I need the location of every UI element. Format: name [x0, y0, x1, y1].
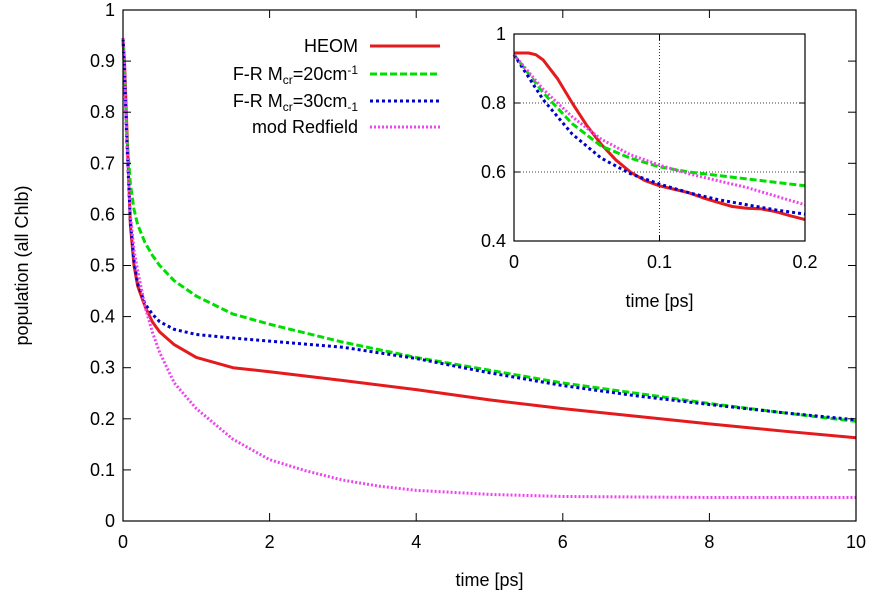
legend-label-2-sub1: cr: [283, 100, 293, 114]
main-ytick-label-2: 0.2: [90, 409, 115, 429]
main-ytick-label-1: 0.1: [90, 460, 115, 480]
main-ytick-label-7: 0.7: [90, 153, 115, 173]
inset-ytick-label-0: 0.4: [481, 231, 506, 251]
main-ytick-label-9: 0.9: [90, 51, 115, 71]
inset-frame: [513, 33, 806, 242]
inset-xtick-label-0: 0: [509, 252, 519, 272]
inset-xtick-label-1: 0.1: [647, 252, 672, 272]
main-ytick-label-3: 0.3: [90, 358, 115, 378]
legend-label-1-mid: =20cm: [293, 64, 348, 84]
main-ytick-label-10: 1: [105, 0, 115, 20]
inset-background: [514, 34, 805, 241]
main-xtick-label-2: 4: [411, 532, 421, 552]
main-ytick-label-4: 0.4: [90, 307, 115, 327]
main-ytick-label-0: 0: [105, 511, 115, 531]
inset-series-2: [512, 53, 806, 216]
main-ytick-label-6: 0.6: [90, 204, 115, 224]
legend-label-0: HEOM: [304, 36, 358, 56]
legend-label-2-mid: =30cm: [293, 91, 348, 111]
legend-label-3-pre: mod Redfield: [252, 117, 358, 137]
legend-label-2-pre: F-R M: [233, 91, 283, 111]
legend-label-2: F-R Mcr=30cm-1: [233, 91, 359, 114]
inset-ytick-label-3: 1: [496, 24, 506, 44]
main-xtick-label-1: 2: [265, 532, 275, 552]
legend-label-1: F-R Mcr=20cm-1: [233, 63, 359, 87]
main-y-axis-label: population (all Chlb): [12, 185, 32, 345]
main-plot: 0 2 4 6 8 1000.10.20.30.40.50.60.70.80.91time…: [12, 0, 866, 590]
main-series-1: [121, 38, 857, 423]
main-ytick-label-8: 0.8: [90, 102, 115, 122]
inset-xtick-label-2: 0.2: [792, 252, 817, 272]
main-frame: [122, 9, 857, 522]
main-xtick-label-5: 10: [846, 532, 866, 552]
inset-series-1: [512, 53, 806, 188]
main-series-3: [121, 38, 856, 499]
inset-plot: 0 0.1 0.2 0.4 0.6 0.8 1 time [ps]: [481, 24, 818, 311]
main-x-axis-label: time [ps]: [455, 570, 523, 590]
legend-label-0-pre: HEOM: [304, 36, 358, 56]
inset-series-0: [514, 51, 806, 222]
legend-label-3: mod Redfield: [252, 117, 358, 137]
main-xtick-label-0: 0: [118, 532, 128, 552]
legend-label-1-pre: F-R M: [233, 64, 283, 84]
main-ytick-label-5: 0.5: [90, 256, 115, 276]
inset-series-3: [512, 53, 806, 207]
inset-ytick-label-2: 0.8: [481, 93, 506, 113]
inset-x-axis-label: time [ps]: [625, 291, 693, 311]
inset-ytick-label-1: 0.6: [481, 162, 506, 182]
main-xtick-label-4: 8: [704, 532, 714, 552]
main-xtick-label-3: 6: [558, 532, 568, 552]
legend-label-1-sub1: cr: [283, 73, 293, 87]
legend-label-1-sup: -1: [347, 63, 358, 77]
legend-label-2-sub2: -1: [347, 100, 358, 114]
